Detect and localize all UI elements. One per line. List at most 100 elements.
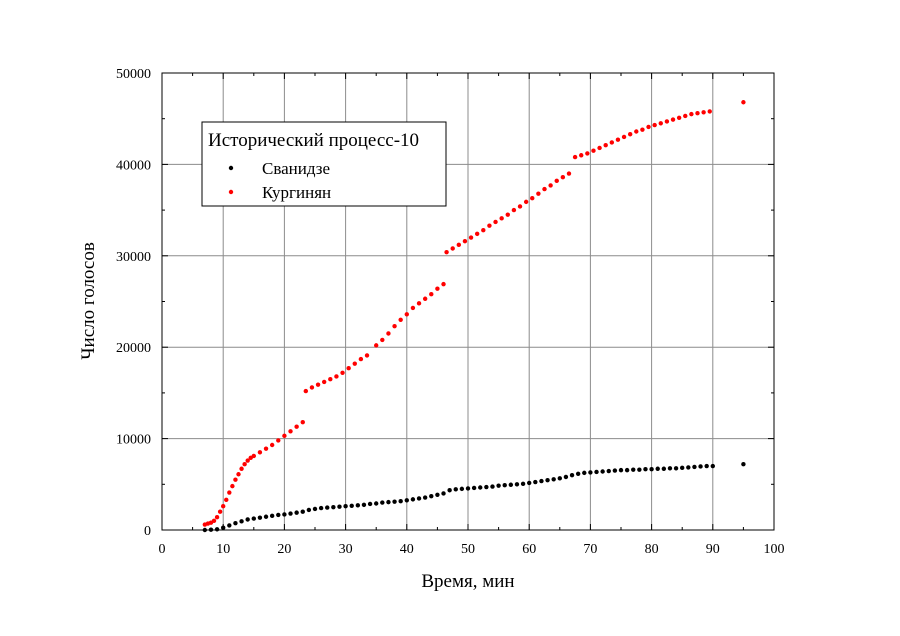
data-point bbox=[579, 153, 584, 158]
data-point bbox=[276, 512, 281, 518]
data-point bbox=[493, 219, 498, 225]
data-point bbox=[282, 433, 287, 439]
x-tick-labels: 0 10 20 30 40 50 60 70 80 90 100 bbox=[159, 542, 785, 557]
legend-marker-series-1 bbox=[228, 189, 234, 195]
data-point bbox=[294, 510, 299, 515]
data-point bbox=[514, 482, 520, 487]
data-point bbox=[575, 471, 581, 476]
data-point bbox=[539, 478, 544, 484]
x-tick-label: 50 bbox=[461, 542, 475, 557]
data-point bbox=[612, 468, 618, 473]
axis-ticks bbox=[161, 72, 775, 531]
data-point bbox=[429, 493, 434, 499]
data-point bbox=[257, 450, 263, 455]
data-point bbox=[358, 356, 364, 362]
data-point bbox=[346, 366, 351, 371]
data-point bbox=[594, 469, 599, 475]
series-1 bbox=[202, 100, 746, 527]
data-point bbox=[422, 495, 428, 500]
data-point bbox=[468, 235, 474, 240]
data-point bbox=[233, 520, 238, 526]
y-tick-label: 20000 bbox=[116, 341, 151, 356]
data-point bbox=[251, 516, 256, 521]
data-point bbox=[462, 238, 468, 244]
data-point bbox=[554, 178, 559, 184]
data-point bbox=[618, 467, 624, 473]
data-point bbox=[300, 419, 305, 425]
data-point bbox=[214, 527, 220, 532]
data-point bbox=[392, 323, 397, 329]
data-point bbox=[670, 117, 676, 122]
data-point bbox=[664, 119, 670, 124]
data-point bbox=[435, 286, 440, 291]
data-point bbox=[621, 134, 627, 140]
data-point bbox=[429, 291, 434, 297]
data-point bbox=[566, 171, 572, 176]
data-point bbox=[269, 513, 275, 519]
data-point bbox=[701, 110, 706, 115]
data-point bbox=[392, 499, 397, 504]
data-point bbox=[520, 481, 526, 487]
data-point bbox=[481, 228, 486, 233]
data-point bbox=[676, 115, 682, 120]
data-point bbox=[214, 515, 220, 520]
data-point bbox=[704, 463, 709, 469]
data-point bbox=[380, 500, 385, 505]
data-point bbox=[588, 470, 593, 475]
legend-label-series-1: Кургинян bbox=[262, 183, 331, 202]
data-point bbox=[634, 129, 639, 134]
x-axis-title: Время, мин bbox=[421, 571, 514, 592]
data-point bbox=[374, 343, 379, 348]
data-point bbox=[450, 246, 455, 251]
data-point bbox=[331, 504, 336, 510]
data-point bbox=[533, 479, 538, 485]
data-point bbox=[459, 486, 465, 492]
data-point bbox=[499, 216, 504, 221]
data-point bbox=[217, 509, 223, 514]
data-point bbox=[208, 527, 214, 532]
data-point bbox=[487, 223, 492, 228]
data-point bbox=[683, 113, 688, 119]
data-point bbox=[600, 469, 605, 474]
data-point bbox=[398, 317, 403, 322]
data-point bbox=[569, 472, 575, 478]
data-point bbox=[695, 111, 700, 116]
data-point bbox=[447, 488, 452, 493]
data-point bbox=[325, 505, 330, 510]
data-point bbox=[364, 353, 370, 358]
data-point bbox=[465, 486, 471, 491]
data-point bbox=[227, 490, 232, 495]
data-point bbox=[609, 140, 615, 145]
y-tick-label: 50000 bbox=[116, 67, 151, 82]
data-point bbox=[673, 466, 679, 471]
data-point bbox=[410, 305, 416, 311]
data-point bbox=[517, 204, 523, 209]
data-point bbox=[652, 122, 657, 128]
data-point bbox=[591, 148, 596, 153]
data-point bbox=[380, 337, 385, 343]
data-point bbox=[689, 111, 694, 117]
data-point bbox=[315, 382, 321, 387]
data-point bbox=[453, 487, 458, 492]
data-point bbox=[416, 301, 422, 306]
x-tick-label: 30 bbox=[339, 542, 353, 557]
data-point bbox=[508, 482, 514, 487]
data-point bbox=[646, 124, 651, 130]
data-point bbox=[606, 468, 611, 474]
data-point bbox=[233, 477, 238, 482]
x-tick-label: 60 bbox=[522, 542, 536, 557]
data-point bbox=[698, 464, 703, 469]
data-point bbox=[441, 281, 446, 287]
x-tick-label: 10 bbox=[216, 542, 230, 557]
x-tick-label: 100 bbox=[764, 542, 785, 557]
data-point bbox=[221, 504, 226, 509]
data-point bbox=[386, 499, 391, 505]
data-point bbox=[435, 492, 440, 498]
data-point bbox=[631, 467, 636, 472]
data-point bbox=[624, 467, 630, 473]
data-point bbox=[490, 484, 495, 489]
y-tick-label: 10000 bbox=[116, 433, 151, 448]
data-point bbox=[422, 296, 428, 301]
data-point bbox=[221, 525, 226, 530]
data-point bbox=[269, 442, 275, 448]
